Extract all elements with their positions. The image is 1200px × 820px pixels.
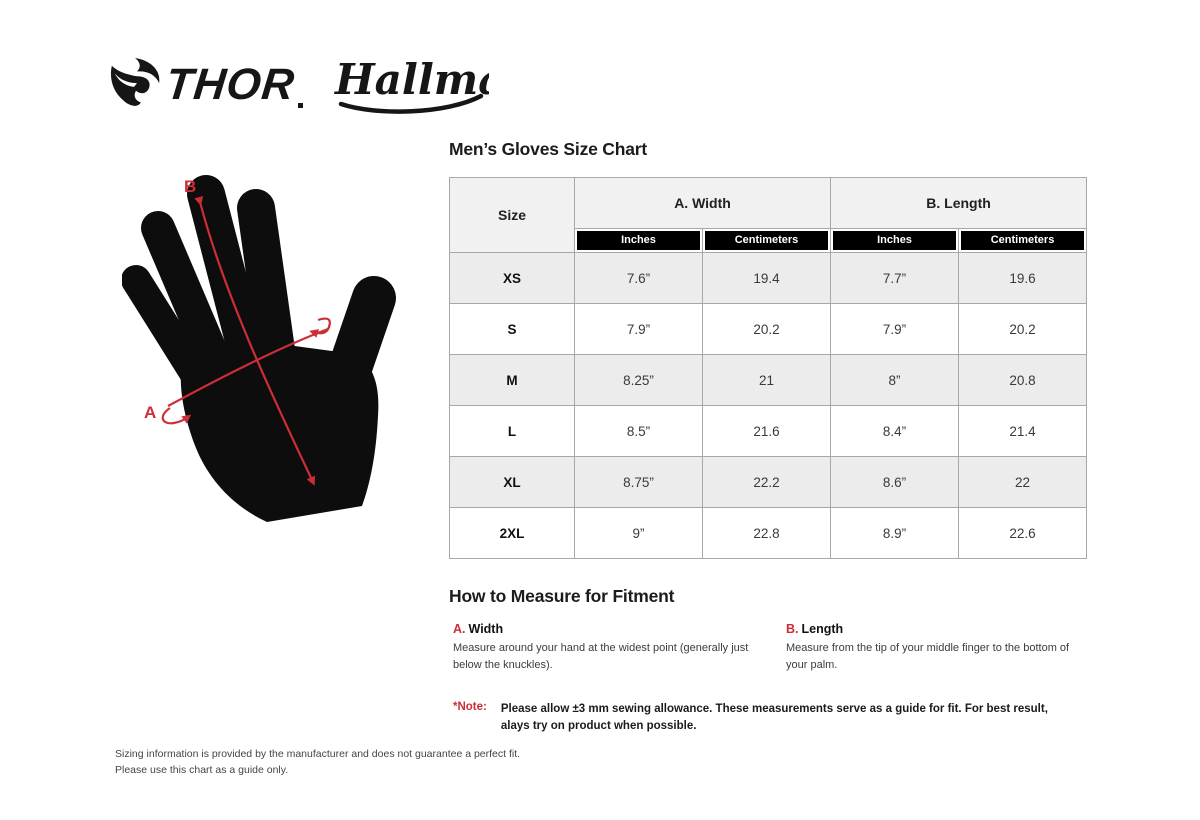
hallman-swash [338, 93, 483, 114]
brand-header: THOR Hallman [108, 44, 536, 125]
cell-size: L [449, 405, 575, 457]
table-row: S 7.9” 20.2 7.9” 20.2 [449, 303, 1088, 355]
cell-width-cm: 20.2 [701, 303, 832, 355]
subheader-label: Centimeters [705, 231, 829, 250]
subheader-label: Centimeters [961, 231, 1085, 250]
table-row: XS 7.6” 19.4 7.7” 19.6 [449, 252, 1088, 304]
glove-pinky-finger [122, 265, 215, 397]
size-chart-table: Size A. Width B. Length Inches Centimete… [449, 177, 1088, 559]
hallman-logo: Hallman [329, 44, 536, 125]
cell-length-in: 8.6” [830, 456, 960, 508]
measure-width-heading: A. Width [453, 622, 765, 636]
table-row: M 8.25” 21 8” 20.8 [449, 354, 1088, 406]
diagram-label-b: B [184, 177, 196, 196]
glove-index-finger [237, 189, 295, 369]
table-subheader-row: Inches Centimeters Inches Centimeters [450, 228, 1088, 253]
col-header-length: B. Length [830, 177, 1088, 229]
thor-trademark-dot [297, 102, 303, 108]
thor-goat-icon [110, 57, 160, 106]
measure-width-block: A. Width Measure around your hand at the … [453, 622, 765, 673]
size-chart-title: Men’s Gloves Size Chart [449, 139, 648, 159]
cell-width-in: 8.25” [574, 354, 703, 406]
cell-width-in: 7.9” [574, 303, 703, 355]
table-row: 2XL 9” 22.8 8.9” 22.6 [449, 507, 1088, 559]
sizing-note: *Note: Please allow ±3 mm sewing allowan… [453, 701, 1069, 734]
measure-line-b [194, 196, 315, 486]
cell-size: XS [449, 252, 575, 304]
cell-length-in: 7.9” [830, 303, 960, 355]
cell-length-cm: 22 [958, 456, 1088, 508]
col-header-size: Size [449, 177, 575, 253]
subheader-length-inches: Inches [830, 228, 960, 253]
subheader-width-inches: Inches [574, 228, 703, 253]
cell-width-cm: 21 [701, 354, 832, 406]
thor-logo: THOR [108, 56, 303, 114]
disclaimer: Sizing information is provided by the ma… [115, 746, 520, 779]
cell-width-in: 8.75” [574, 456, 703, 508]
glove-measurement-diagram: B A [122, 175, 396, 522]
cell-width-cm: 22.2 [701, 456, 832, 508]
measure-line-a-hook-left [161, 407, 192, 425]
hallman-text: Hallman [334, 55, 489, 104]
diagram-label-a: A [144, 403, 156, 422]
subheader-width-centimeters: Centimeters [701, 228, 832, 253]
cell-length-cm: 20.8 [958, 354, 1088, 406]
note-label: *Note: [453, 701, 487, 713]
cell-length-cm: 20.2 [958, 303, 1088, 355]
subheader-label: Inches [833, 231, 957, 250]
cell-length-in: 7.7” [830, 252, 960, 304]
cell-width-in: 9” [574, 507, 703, 559]
thor-wordmark: THOR [163, 59, 298, 109]
disclaimer-line-2: Please use this chart as a guide only. [115, 764, 289, 777]
col-header-width: A. Width [573, 177, 832, 229]
cell-width-cm: 19.4 [701, 252, 832, 304]
cell-width-in: 7.6” [574, 252, 703, 304]
how-to-measure-title: How to Measure for Fitment [449, 586, 675, 606]
measure-length-heading: B. Length [786, 622, 1086, 636]
measure-width-label: Width [468, 622, 504, 636]
measure-length-label: Length [801, 622, 844, 636]
measure-width-letter: A. [453, 622, 466, 636]
disclaimer-line-1: Sizing information is provided by the ma… [115, 748, 521, 760]
subheader-label: Inches [577, 231, 700, 250]
cell-size: 2XL [449, 507, 575, 559]
table-header-row: Size A. Width B. Length [449, 177, 1088, 253]
hallman-wordmark: Hallman [334, 55, 536, 114]
cell-size: S [449, 303, 575, 355]
glove-thumb [328, 276, 396, 390]
table-row: L 8.5” 21.6 8.4” 21.4 [449, 405, 1088, 457]
measure-width-description: Measure around your hand at the widest p… [453, 642, 749, 671]
cell-width-cm: 21.6 [701, 405, 832, 457]
measure-length-description: Measure from the tip of your middle fing… [786, 642, 1070, 671]
table-row: XL 8.75” 22.2 8.6” 22 [449, 456, 1088, 508]
cell-length-in: 8.4” [830, 405, 960, 457]
cell-width-in: 8.5” [574, 405, 703, 457]
measure-length-letter: B. [786, 622, 799, 636]
cell-length-in: 8.9” [830, 507, 960, 559]
note-text: Please allow ±3 mm sewing allowance. The… [500, 703, 1048, 732]
cell-size: M [449, 354, 575, 406]
cell-length-cm: 21.4 [958, 405, 1088, 457]
cell-size: XL [449, 456, 575, 508]
cell-length-cm: 22.6 [958, 507, 1088, 559]
cell-length-in: 8” [830, 354, 960, 406]
subheader-length-centimeters: Centimeters [958, 228, 1088, 253]
cell-length-cm: 19.6 [958, 252, 1088, 304]
measure-line-a-hook-right [309, 317, 331, 338]
cell-width-cm: 22.8 [701, 507, 832, 559]
measure-length-block: B. Length Measure from the tip of your mi… [786, 622, 1086, 673]
